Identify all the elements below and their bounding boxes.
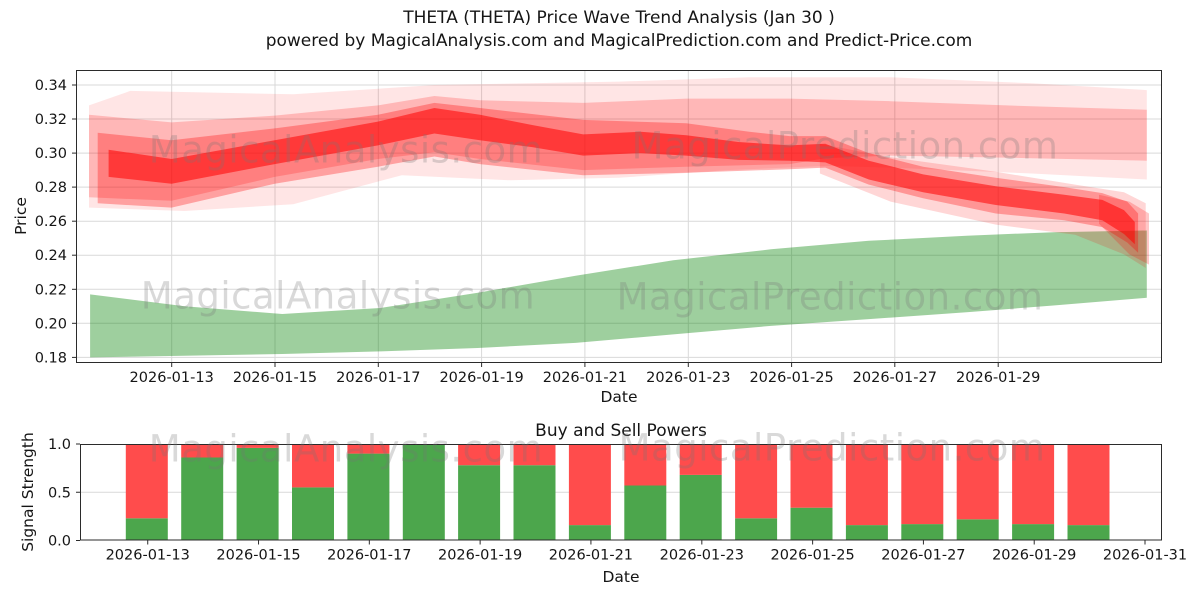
y-ticklabel: 0.0 (48, 533, 71, 549)
buy-bar (790, 507, 833, 540)
x-ticklabel: 2026-01-27 (853, 370, 937, 386)
watermark-analysis-row1: MagicalAnalysis.com (148, 128, 544, 172)
x-ticklabel: 2026-01-19 (438, 547, 522, 563)
watermark-analysis-row3: MagicalAnalysis.com (148, 427, 544, 471)
buy-bar (347, 453, 390, 540)
sell-bar (236, 443, 279, 448)
sell-bar (901, 443, 944, 524)
watermark-prediction-row1: MagicalPrediction.com (631, 124, 1059, 168)
buy-bar (513, 464, 556, 540)
sell-bar (624, 443, 667, 485)
y-ticklabel: 0.24 (35, 248, 67, 264)
sell-bar (1067, 443, 1110, 525)
sell-bar (125, 443, 168, 518)
buy-bar (292, 486, 334, 540)
watermark-analysis-row2: MagicalAnalysis.com (140, 274, 536, 318)
buy-bar (402, 443, 445, 540)
watermark-prediction-row3: MagicalPrediction.com (618, 426, 1046, 470)
figure-title-line2: powered by MagicalAnalysis.com and Magic… (265, 30, 973, 51)
sell-bar (347, 443, 390, 454)
signal-axis-label: Signal Strength (19, 432, 37, 552)
y-ticklabel: 1.0 (48, 437, 71, 453)
x-ticklabel: 2026-01-25 (749, 370, 833, 386)
buy-support-band (90, 230, 1147, 358)
buy-bar (125, 517, 168, 540)
sell-bar (568, 443, 611, 525)
signal-chart-canvas: 2026-01-13 2026-01-15 2026-01-17 2026-01-19… (48, 437, 1187, 564)
x-ticklabel: 2026-01-29 (956, 370, 1040, 386)
sell-bar (292, 443, 334, 487)
price-axis-label: Price (12, 197, 30, 235)
buy-bar (735, 517, 778, 540)
sell-bar (956, 443, 999, 519)
y-ticklabel: 0.26 (35, 214, 67, 230)
sell-bar (679, 443, 722, 475)
figure-title: THETA (THETA) Price Wave Trend Analysis … (76, 7, 1162, 52)
x-ticklabel: 2026-01-15 (233, 370, 317, 386)
sell-bar (181, 443, 224, 457)
sell-trend-band-layer (108, 108, 1135, 245)
buy-bar (568, 524, 611, 540)
figure-title-line1: THETA (THETA) Price Wave Trend Analysis … (403, 8, 835, 28)
signal-chart-title: Buy and Sell Powers (535, 421, 707, 441)
y-ticklabel: 0.30 (35, 146, 67, 162)
x-ticklabel: 2026-01-13 (130, 370, 214, 386)
buy-bar (679, 474, 722, 540)
buy-bar (236, 447, 279, 540)
price-axes-frame (76, 70, 1162, 363)
x-ticklabel: 2026-01-13 (106, 547, 190, 563)
y-ticklabel: 0.28 (35, 180, 67, 196)
signal-axes-frame (80, 443, 1162, 540)
y-ticklabel: 0.5 (48, 485, 71, 501)
buy-bar (181, 457, 224, 540)
signal-xaxis-label: Date (602, 568, 640, 586)
sell-bar (458, 443, 501, 465)
x-ticklabel: 2026-01-23 (660, 547, 744, 563)
x-ticklabel: 2026-01-21 (549, 547, 633, 563)
x-ticklabel: 2026-01-21 (543, 370, 627, 386)
sell-bar (513, 443, 556, 465)
x-ticklabel: 2026-01-19 (439, 370, 523, 386)
x-ticklabel: 2026-01-31 (1103, 547, 1187, 563)
sell-bar (735, 443, 778, 518)
y-ticklabel: 0.20 (35, 316, 67, 332)
x-ticklabel: 2026-01-23 (646, 370, 730, 386)
watermark-prediction-row2: MagicalPrediction.com (616, 275, 1044, 319)
y-ticklabel: 0.22 (35, 282, 67, 298)
price-chart-canvas: 2026-01-13 2026-01-15 2026-01-17 2026-01-19… (35, 70, 1162, 386)
sell-bar (1012, 443, 1055, 524)
price-xaxis-label: Date (600, 388, 638, 406)
x-ticklabel: 2026-01-25 (770, 547, 854, 563)
sell-bar (790, 443, 833, 508)
y-ticklabel: 0.34 (35, 78, 67, 94)
buy-bar (956, 518, 999, 540)
buy-bar (845, 524, 888, 540)
y-ticklabel: 0.32 (35, 112, 67, 128)
buy-bar (901, 523, 944, 540)
buy-bar (458, 464, 501, 540)
x-ticklabel: 2026-01-27 (881, 547, 965, 563)
buy-bar (1067, 524, 1110, 540)
y-ticklabel: 0.18 (35, 350, 67, 366)
x-ticklabel: 2026-01-17 (327, 547, 411, 563)
buy-bar (624, 485, 667, 540)
buy-bar (1012, 523, 1055, 540)
sell-bar (845, 443, 888, 525)
x-ticklabel: 2026-01-29 (992, 547, 1076, 563)
x-ticklabel: 2026-01-17 (336, 370, 420, 386)
x-ticklabel: 2026-01-15 (216, 547, 300, 563)
